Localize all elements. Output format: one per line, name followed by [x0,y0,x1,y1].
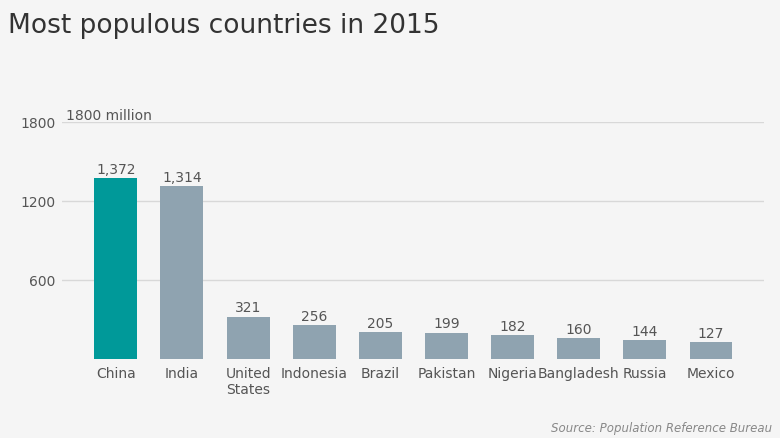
Bar [557,338,601,359]
Text: 182: 182 [499,319,526,333]
Bar [226,317,270,359]
Text: 160: 160 [566,322,592,336]
Text: 144: 144 [632,324,658,338]
Text: 1,314: 1,314 [162,170,202,184]
Bar [425,333,468,359]
Bar [292,325,335,359]
Text: Most populous countries in 2015: Most populous countries in 2015 [8,13,439,39]
Text: 205: 205 [367,316,393,330]
Text: Source: Population Reference Bureau: Source: Population Reference Bureau [551,420,772,434]
Text: 199: 199 [433,317,459,331]
Text: 321: 321 [235,300,261,314]
Text: 127: 127 [698,326,724,340]
Bar [359,332,402,359]
Text: 256: 256 [301,309,328,323]
Bar [690,343,732,359]
Text: 1800 million: 1800 million [66,109,152,123]
Text: 1,372: 1,372 [96,162,136,177]
Bar [491,335,534,359]
Bar [161,187,204,359]
Bar [94,179,137,359]
Bar [623,340,666,359]
